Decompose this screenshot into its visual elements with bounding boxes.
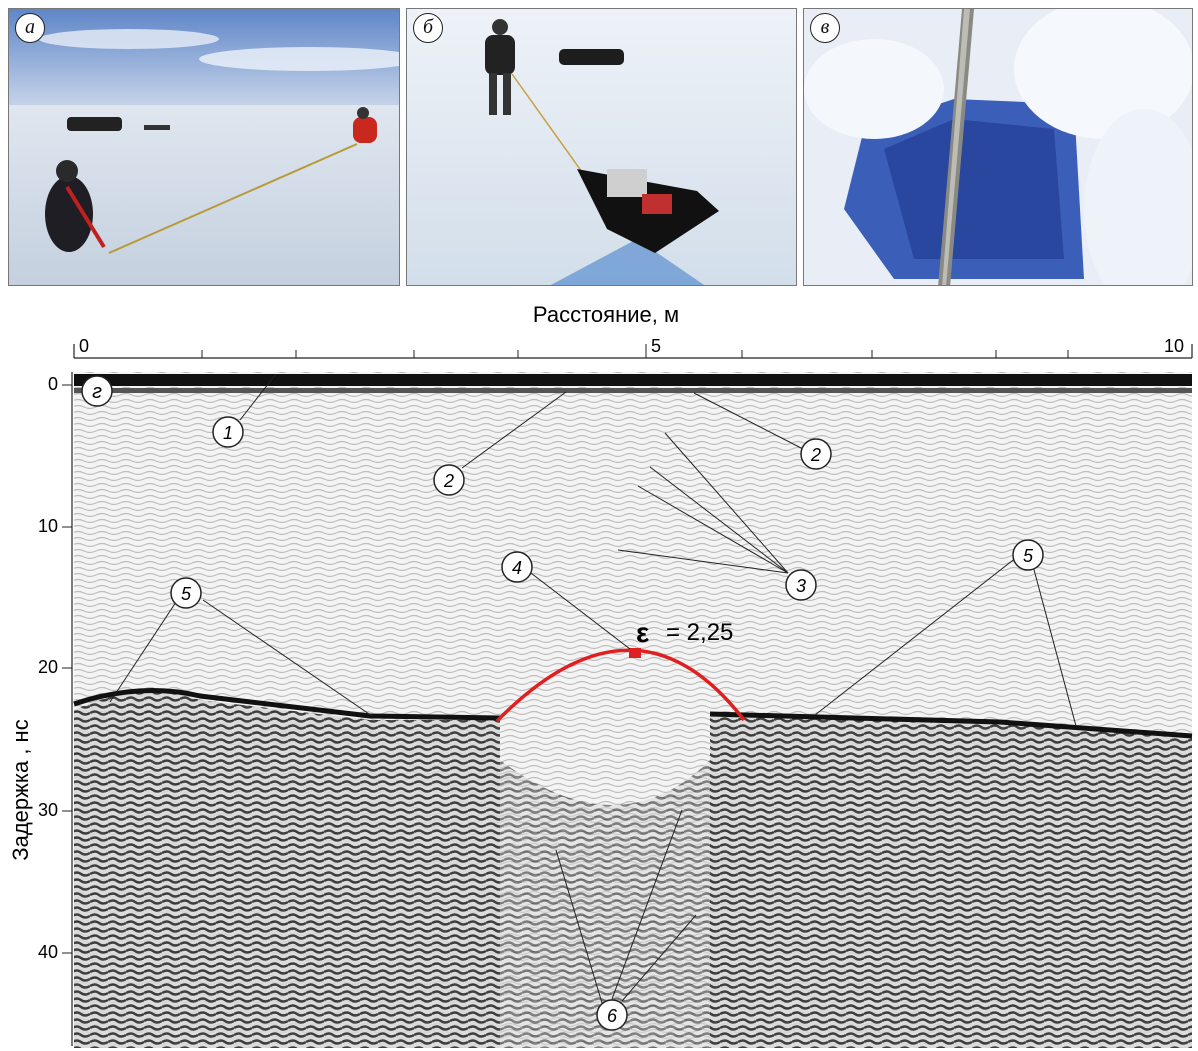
svg-text:2: 2 — [810, 445, 821, 465]
y-tick-label-0: 0 — [48, 374, 58, 394]
callout-5-left: 5 — [170, 577, 202, 609]
x-tick-label-0: 0 — [79, 336, 89, 356]
svg-text:4: 4 — [512, 558, 522, 578]
panel-label-c: в — [810, 13, 840, 43]
panel-label-a: а — [15, 13, 45, 43]
svg-text:6: 6 — [607, 1006, 618, 1026]
snow-pit-photo — [804, 9, 1192, 285]
callout-6: 6 — [596, 999, 628, 1031]
person-right-icon — [353, 107, 377, 143]
y-tick-label-20: 20 — [38, 657, 58, 677]
y-tick-label-40: 40 — [38, 942, 58, 962]
y-axis: 0 10 20 30 40 — [38, 372, 73, 1046]
x-axis: 0 5 10 — [73, 336, 1193, 359]
person-standing-icon — [485, 19, 515, 115]
callout-2-left: 2 — [433, 464, 465, 496]
y-tick-label-10: 10 — [38, 516, 58, 536]
hyperbola-fit — [495, 648, 746, 723]
photo-panel-c: в — [803, 8, 1193, 286]
svg-text:3: 3 — [796, 576, 806, 596]
x-axis-title: Расстояние, м — [533, 302, 679, 327]
callout-3: 3 — [785, 569, 817, 601]
probe-rod-icon — [938, 9, 974, 285]
hyperbola-apex-marker — [629, 648, 641, 658]
photo-panel-a: а — [8, 8, 400, 286]
panel-label-b: б — [413, 13, 443, 43]
callout-5-right: 5 — [1012, 539, 1044, 571]
svg-text:1: 1 — [223, 423, 233, 443]
panel-label-circle-d — [81, 375, 113, 407]
sled-with-radar-icon — [577, 169, 719, 253]
epsilon-symbol: ε — [636, 617, 649, 648]
snowmobile-icon — [67, 117, 170, 131]
svg-text:5: 5 — [1023, 546, 1034, 566]
callout-4: 4 — [501, 551, 533, 583]
panel-label-d: г — [92, 381, 102, 403]
radargram-image — [73, 372, 1193, 1048]
x-tick-label-10: 10 — [1164, 336, 1184, 356]
snowmobile-icon — [559, 49, 624, 65]
x-tick-label-5: 5 — [651, 336, 661, 356]
svg-text:5: 5 — [181, 584, 192, 604]
person-kneeling-icon — [45, 160, 106, 252]
epsilon-value-label: = 2,25 — [666, 619, 733, 646]
callout-leader-lines — [109, 373, 1077, 1004]
y-tick-label-30: 30 — [38, 800, 58, 820]
sled-towing-photo — [407, 9, 796, 285]
callout-2-right: 2 — [800, 438, 832, 470]
radargram-panel: Расстояние, м 0 5 10 0 10 20 30 40 Задер… — [8, 302, 1193, 1048]
svg-text:2: 2 — [443, 471, 454, 491]
callout-1: 1 — [212, 416, 244, 448]
snowfield-survey-photo — [9, 9, 399, 285]
y-axis-title: Задержка , нс — [8, 719, 33, 860]
photo-panel-b: б — [406, 8, 797, 286]
